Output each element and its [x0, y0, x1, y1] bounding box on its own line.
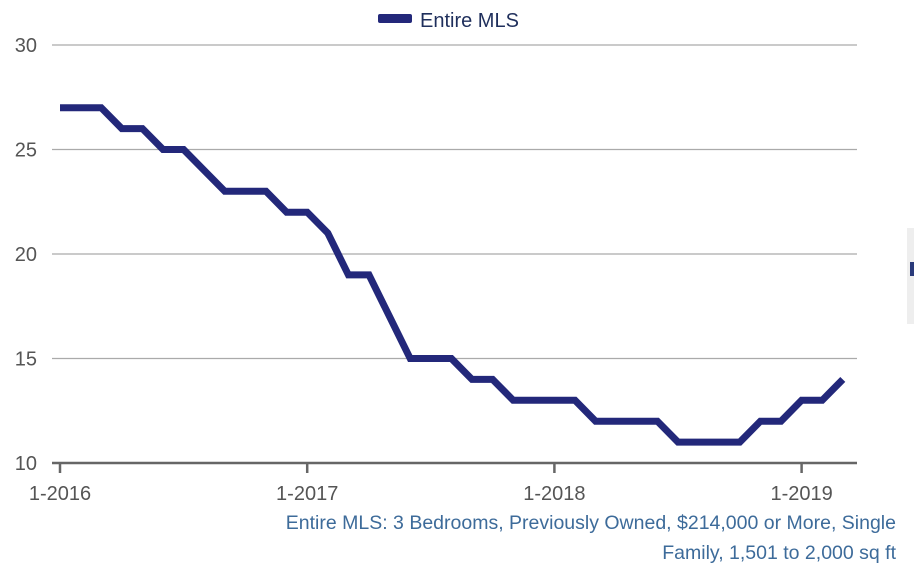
y-tick-label-25: 25 [15, 140, 37, 162]
series-layer [60, 104, 846, 446]
caption-line-1: Entire MLS: 3 Bedrooms, Previously Owned… [285, 512, 896, 534]
x-tick-label-1-2019: 1-2019 [770, 483, 832, 505]
x-tick-label-1-2017: 1-2017 [276, 483, 338, 505]
chart-caption: Entire MLS: 3 Bedrooms, Previously Owned… [116, 508, 896, 568]
y-axis-ticks: 10 15 20 25 30 [15, 35, 37, 475]
line-chart: 10 15 20 25 30 1-2016 1-2017 1-2018 1-2019 Enti… [15, 10, 857, 505]
gridlines [52, 44, 857, 360]
y-tick-label-30: 30 [15, 35, 37, 57]
legend[interactable]: Entire MLS [378, 10, 519, 32]
y-tick-label-10: 10 [15, 453, 37, 475]
side-panel-edge [907, 228, 914, 324]
x-axis: 1-2016 1-2017 1-2018 1-2019 [29, 461, 857, 505]
x-tick-label-1-2016: 1-2016 [29, 483, 91, 505]
y-tick-label-15: 15 [15, 349, 37, 371]
x-tick-label-1-2018: 1-2018 [523, 483, 585, 505]
y-tick-label-20: 20 [15, 244, 37, 266]
series-line-1 [60, 104, 846, 446]
side-panel-marker [910, 262, 914, 276]
legend-label: Entire MLS [420, 10, 519, 32]
legend-swatch [378, 14, 412, 23]
caption-line-2: Family, 1,501 to 2,000 sq ft [662, 542, 896, 564]
